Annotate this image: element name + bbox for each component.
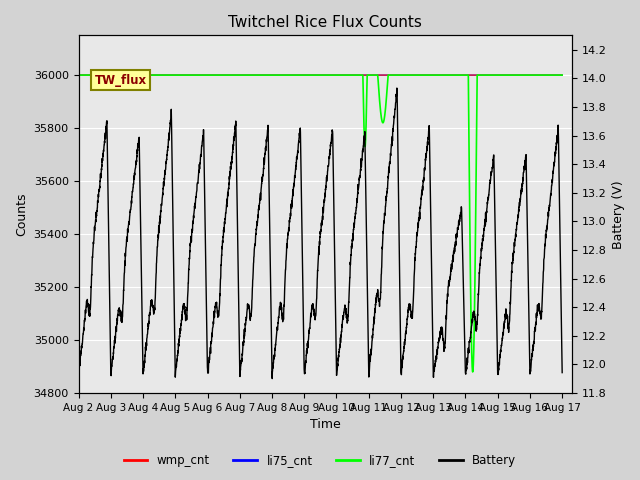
- Title: Twitchel Rice Flux Counts: Twitchel Rice Flux Counts: [228, 15, 422, 30]
- Y-axis label: Battery (V): Battery (V): [612, 180, 625, 249]
- Text: TW_flux: TW_flux: [95, 74, 147, 87]
- X-axis label: Time: Time: [310, 419, 340, 432]
- Legend: wmp_cnt, li75_cnt, li77_cnt, Battery: wmp_cnt, li75_cnt, li77_cnt, Battery: [119, 449, 521, 472]
- Y-axis label: Counts: Counts: [15, 192, 28, 236]
